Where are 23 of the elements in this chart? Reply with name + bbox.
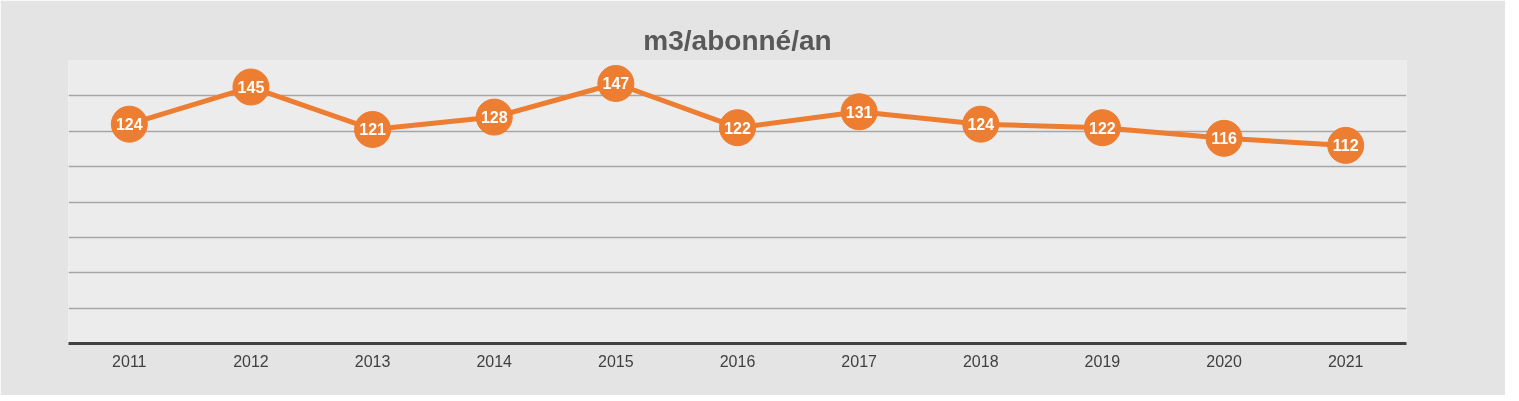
x-tick-label: 2013 <box>354 352 391 370</box>
data-label: 122 <box>724 119 751 137</box>
x-tick-label: 2021 <box>1327 352 1364 370</box>
x-tick-label: 2020 <box>1206 352 1242 370</box>
data-label: 128 <box>480 109 508 127</box>
x-tick-label: 2015 <box>598 352 634 370</box>
chart-title: m3/abonné/an <box>643 24 832 56</box>
data-label: 116 <box>1211 130 1238 148</box>
data-label: 145 <box>237 79 265 97</box>
x-tick-label: 2017 <box>841 352 878 370</box>
data-label: 147 <box>602 75 630 93</box>
x-tick-label: 2016 <box>719 352 756 370</box>
x-tick-label: 2014 <box>476 352 513 370</box>
x-tick-label: 2012 <box>233 352 269 370</box>
data-label: 124 <box>115 116 143 134</box>
x-tick-label: 2019 <box>1084 352 1121 370</box>
data-label: 112 <box>1332 137 1359 155</box>
data-label: 131 <box>845 103 873 121</box>
x-tick-label: 2018 <box>962 352 999 370</box>
data-label: 121 <box>359 121 387 139</box>
data-label: 122 <box>1089 119 1116 137</box>
x-tick-label: 2011 <box>112 352 147 370</box>
data-label: 124 <box>967 116 995 134</box>
